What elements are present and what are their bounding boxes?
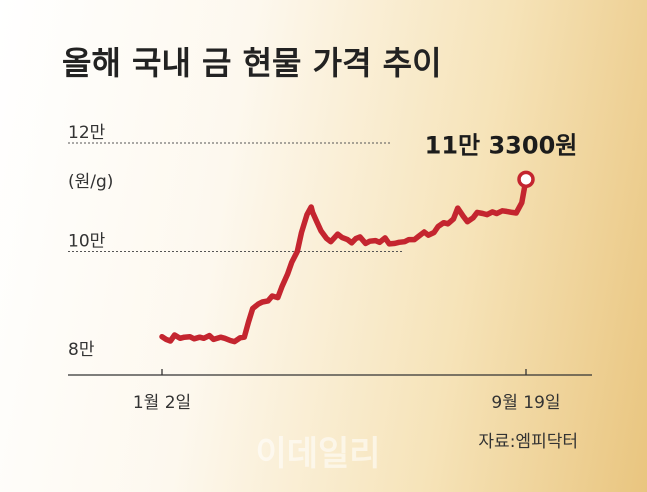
y-tick-label: 8만	[68, 340, 95, 360]
latest-value-label: 11만 3300원	[425, 131, 578, 159]
x-tick-labels: 1월 2일 9월 19일	[133, 369, 561, 413]
x-tick-label: 1월 2일	[133, 393, 191, 413]
chart-title: 올해 국내 금 현물 가격 추이	[62, 44, 442, 82]
watermark: 이데일리	[255, 434, 380, 474]
grid-lines	[68, 142, 404, 252]
y-tick-label: 12만	[68, 123, 106, 143]
end-point-marker	[517, 170, 535, 189]
y-tick-labels: 12만 10만 8만	[68, 123, 106, 360]
source-label: 자료:엠피닥터	[478, 432, 578, 452]
y-tick-label: 10만	[68, 232, 106, 252]
x-tick-label: 9월 19일	[491, 393, 560, 413]
unit-label: (원/g)	[68, 172, 113, 192]
series-line-gold-price	[159, 176, 529, 345]
